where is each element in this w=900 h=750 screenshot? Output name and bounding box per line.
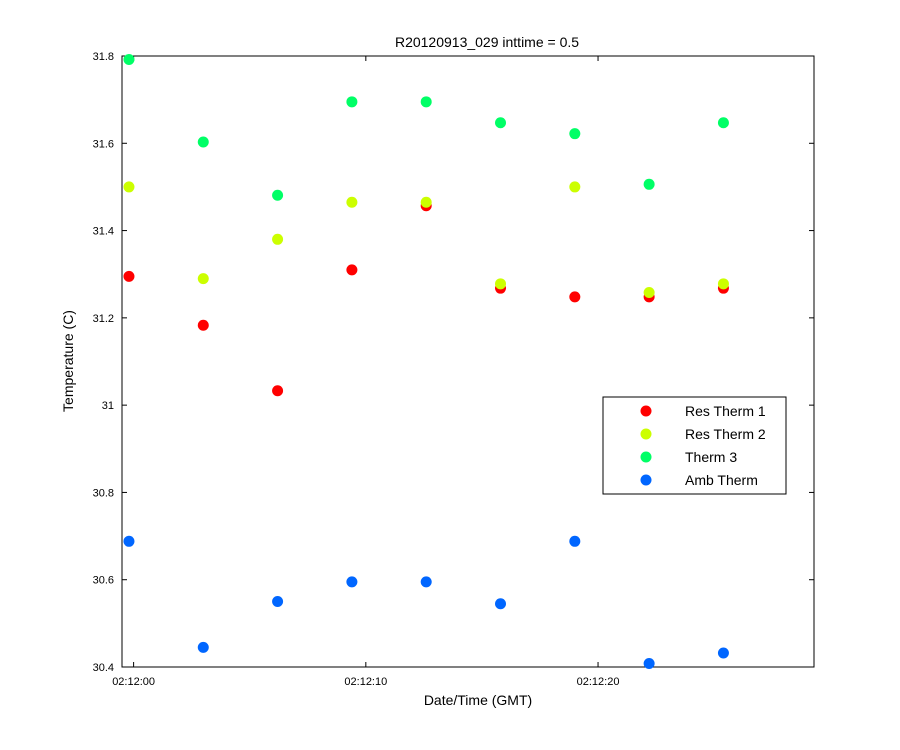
y-axis-title: Temperature (C) (60, 310, 76, 412)
y-tick-label: 31 (102, 400, 114, 412)
data-point (420, 96, 432, 108)
data-points (123, 53, 729, 670)
data-point (717, 647, 729, 659)
legend-label: Res Therm 1 (685, 403, 766, 419)
data-point (643, 658, 655, 670)
data-point (123, 181, 135, 193)
legend-marker (640, 451, 652, 463)
data-point (569, 535, 581, 547)
x-tick-label: 02:12:10 (344, 676, 387, 688)
y-tick-label: 31.8 (93, 51, 114, 63)
data-point (420, 576, 432, 588)
y-tick-label: 30.4 (93, 662, 114, 674)
data-point (123, 53, 135, 65)
plot-area (121, 55, 815, 668)
chart-title: R20120913_029 inttime = 0.5 (395, 34, 579, 50)
y-axis: 30.4 30.6 30.8 31 31.2 31.4 31.6 31.8 (93, 51, 814, 674)
y-tick-label: 31.4 (93, 226, 114, 238)
series-res-therm-2 (123, 181, 729, 299)
data-point (123, 535, 135, 547)
data-point (420, 196, 432, 208)
data-point (272, 189, 284, 201)
x-tick-label: 02:12:00 (112, 676, 155, 688)
plot-frame (121, 55, 815, 668)
series-therm-3 (123, 53, 729, 201)
data-point (717, 117, 729, 129)
y-tick-label: 31.6 (93, 138, 114, 150)
data-point (272, 385, 284, 397)
data-point (569, 291, 581, 303)
legend-label: Res Therm 2 (685, 426, 766, 442)
data-point (197, 136, 209, 148)
x-axis: 02:12:00 02:12:10 02:12:20 (112, 56, 619, 688)
data-point (569, 181, 581, 193)
legend-label: Therm 3 (685, 449, 737, 465)
data-point (346, 264, 358, 276)
data-point (272, 233, 284, 245)
legend: Res Therm 1 Res Therm 2 Therm 3 Amb Therm (602, 396, 787, 495)
data-point (346, 196, 358, 208)
legend-marker (640, 405, 652, 417)
data-point (197, 319, 209, 331)
data-point (643, 287, 655, 299)
data-point (197, 273, 209, 285)
y-tick-label: 30.6 (93, 575, 114, 587)
legend-box (602, 396, 787, 495)
y-tick-label: 31.2 (93, 313, 114, 325)
data-point (569, 128, 581, 140)
data-point (346, 576, 358, 588)
data-point (643, 178, 655, 190)
x-axis-title: Date/Time (GMT) (424, 692, 532, 708)
data-point (495, 598, 507, 610)
data-point (495, 117, 507, 129)
data-point (346, 96, 358, 108)
data-point (123, 270, 135, 282)
legend-marker (640, 474, 652, 486)
y-tick-label: 30.8 (93, 487, 114, 499)
data-point (495, 278, 507, 290)
legend-marker (640, 428, 652, 440)
series-amb-therm (123, 535, 729, 670)
data-point (272, 596, 284, 608)
data-point (197, 641, 209, 653)
data-point (717, 278, 729, 290)
x-tick-label: 02:12:20 (577, 676, 620, 688)
legend-label: Amb Therm (685, 472, 758, 488)
